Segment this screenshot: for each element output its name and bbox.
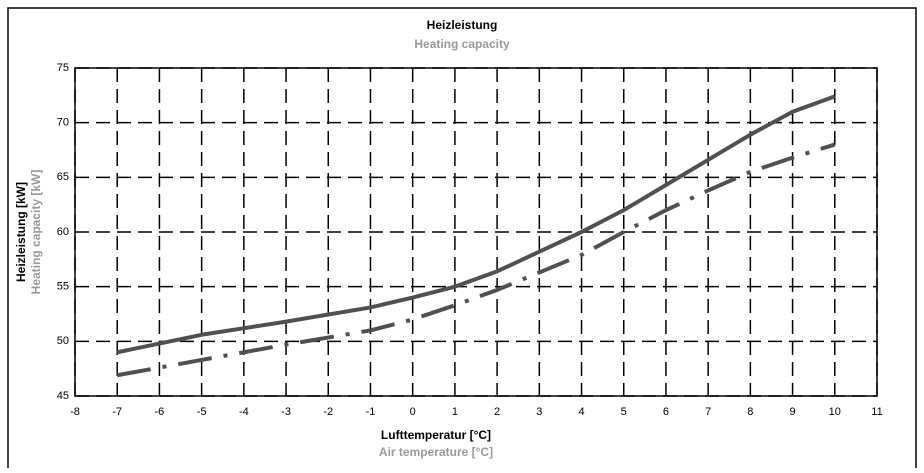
y-tick-label: 65 [57, 171, 69, 183]
x-axis-label: Lufttemperatur [°C] [381, 428, 491, 442]
plot-border [74, 67, 878, 397]
x-tick-label: 3 [536, 406, 542, 418]
x-tick-label: -4 [239, 406, 249, 418]
x-tick-label: 9 [790, 406, 796, 418]
y-tick-label: 45 [57, 390, 69, 402]
x-tick-label: 5 [621, 406, 627, 418]
line-series [116, 94, 836, 355]
x-tick-label: -8 [70, 406, 80, 418]
y-tick-label: 55 [57, 281, 69, 293]
chart-subtitle: Heating capacity [414, 37, 510, 51]
x-tick-label: 6 [663, 406, 669, 418]
x-axis-label-en: Air temperature [°C] [379, 445, 493, 459]
x-tick-label: -1 [366, 406, 376, 418]
x-tick-label: 8 [747, 406, 753, 418]
y-tick-label: 50 [57, 335, 69, 347]
x-tick-label: 0 [410, 406, 416, 418]
x-tick-label: 2 [494, 406, 500, 418]
x-tick-label: -5 [197, 406, 207, 418]
x-tick-label: -3 [281, 406, 291, 418]
y-tick-label: 70 [57, 117, 69, 129]
x-tick-label: -7 [112, 406, 122, 418]
x-tick-label: -2 [323, 406, 333, 418]
x-tick-label: 1 [452, 406, 458, 418]
x-tick-label: 10 [829, 406, 841, 418]
y-axis-label-en: Heating capacity [kW] [29, 170, 43, 295]
y-tick-label: 60 [57, 226, 69, 238]
y-axis-label: Heizleistung [kW] [14, 182, 28, 282]
line-series [116, 142, 836, 378]
chart-title: Heizleistung [427, 18, 498, 32]
x-tick-label: -6 [155, 406, 165, 418]
y-tick-label: 75 [57, 62, 69, 74]
x-tick-label: 7 [705, 406, 711, 418]
x-tick-label: 4 [578, 406, 584, 418]
frame [7, 7, 917, 473]
x-tick-label: 11 [871, 406, 882, 418]
